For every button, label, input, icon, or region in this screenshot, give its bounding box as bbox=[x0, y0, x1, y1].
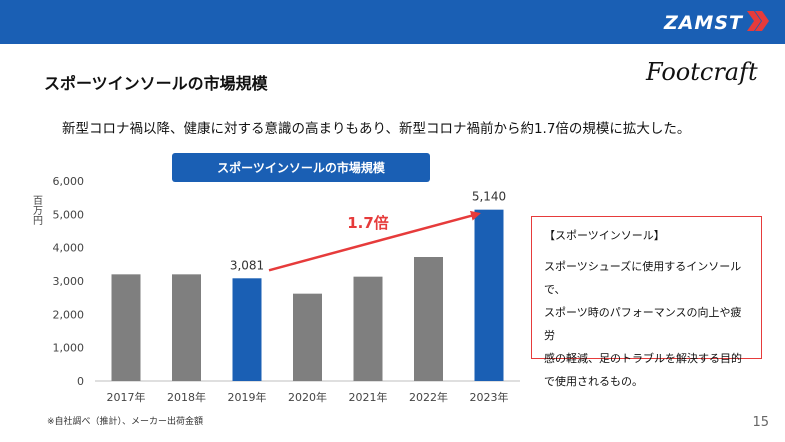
footcraft-logo: Footcraft bbox=[646, 58, 758, 86]
zamst-logo: ZAMST bbox=[663, 12, 743, 34]
growth-arrow bbox=[268, 210, 481, 272]
definition-line: 感の軽減、足のトラブルを解決する目的 bbox=[544, 352, 742, 365]
data-label: 3,081 bbox=[230, 258, 264, 272]
definition-text: スポーツシューズに使用するインソールで、 スポーツ時のパフォーマンスの向上や疲労… bbox=[544, 255, 751, 393]
data-label: 5,140 bbox=[472, 190, 506, 204]
bar-1 bbox=[172, 274, 201, 381]
y-tick-label: 6,000 bbox=[53, 175, 85, 188]
y-tick-label: 3,000 bbox=[53, 275, 85, 288]
page-title: スポーツインソールの市場規模 bbox=[44, 74, 268, 93]
definition-line: スポーツシューズに使用するインソールで、 bbox=[544, 260, 742, 296]
y-tick-label: 4,000 bbox=[53, 242, 85, 255]
x-tick-label: 2020年 bbox=[288, 390, 327, 404]
bar-0 bbox=[111, 274, 141, 381]
definition-line: スポーツ時のパフォーマンスの向上や疲労 bbox=[544, 306, 742, 342]
definition-box: 【スポーツインソール】 スポーツシューズに使用するインソールで、 スポーツ時のパ… bbox=[531, 216, 762, 388]
y-tick-label: 0 bbox=[77, 375, 84, 388]
page-number: 15 bbox=[752, 415, 769, 430]
y-tick-label: 5,000 bbox=[53, 208, 85, 221]
header-bar: ZAMST bbox=[0, 0, 785, 44]
x-tick-label: 2023年 bbox=[470, 390, 509, 404]
bar-5 bbox=[414, 257, 443, 381]
x-tick-label: 2019年 bbox=[228, 390, 267, 404]
footnote: ※自社調べ（推計）、メーカー出荷金額 bbox=[47, 417, 204, 427]
x-tick-label: 2018年 bbox=[167, 390, 206, 404]
y-tick-label: 1,000 bbox=[53, 342, 85, 355]
y-axis-label: 百万円 bbox=[31, 195, 43, 226]
y-tick-label: 2,000 bbox=[53, 308, 85, 321]
page-subtitle: 新型コロナ禍以降、健康に対する意識の高まりもあり、新型コロナ禍前から約1.7倍の… bbox=[62, 121, 691, 137]
bar-2 bbox=[232, 278, 262, 381]
x-tick-label: 2017年 bbox=[107, 390, 146, 404]
bar-4 bbox=[353, 276, 383, 381]
bar-3 bbox=[293, 293, 322, 381]
x-tick-label: 2022年 bbox=[409, 390, 448, 404]
definition-title: 【スポーツインソール】 bbox=[544, 229, 665, 242]
chevron-right-icon bbox=[747, 11, 769, 31]
definition-line: で使用されるもの。 bbox=[544, 375, 643, 388]
bar-chart: 百万円 0 1,000 2,000 3,000 4,000 5,000 6,000 2017年 2… bbox=[31, 175, 520, 404]
bar-6 bbox=[474, 209, 504, 381]
chart-title-badge: スポーツインソールの市場規模 bbox=[172, 153, 430, 182]
growth-annotation: 1.7倍 bbox=[347, 214, 389, 232]
x-tick-label: 2021年 bbox=[349, 390, 388, 404]
